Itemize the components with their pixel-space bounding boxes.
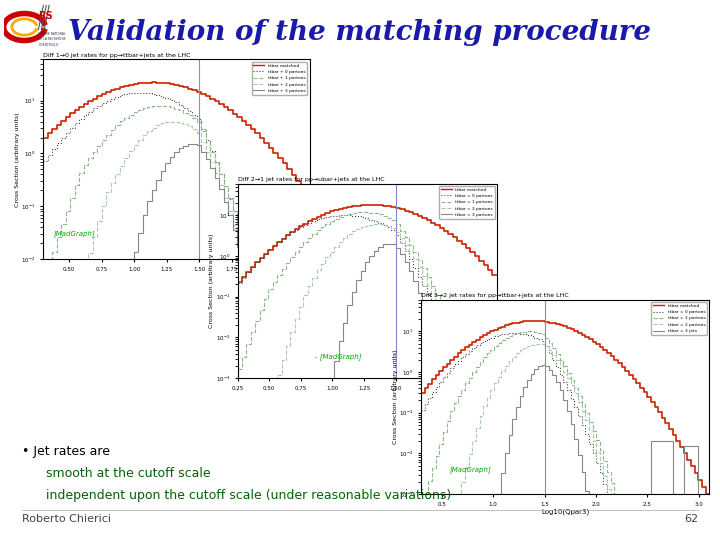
ttbar + 3 partons	[93, 444, 102, 451]
ttbar + 0 partons	[301, 453, 310, 459]
ttbar + 2 partons	[71, 322, 79, 328]
ttbar + 3 partons	[246, 279, 255, 286]
Y-axis label: Cross Section (arbitrary units): Cross Section (arbitrary units)	[393, 350, 397, 444]
Text: smooth at the cutoff scale: smooth at the cutoff scale	[22, 467, 210, 480]
ttbar + 2 partons	[251, 285, 260, 291]
ttbar + 3 partons	[224, 212, 233, 219]
Text: [MadGraph]: [MadGraph]	[450, 466, 492, 472]
ttbar + 1 partons	[305, 472, 314, 478]
Y-axis label: Cross Section (arbitrary units): Cross Section (arbitrary units)	[210, 233, 214, 328]
ttbar + 0 partons	[251, 261, 260, 268]
Text: Diff 1→0 jet rates for pp→ttbar+jets at the LHC: Diff 1→0 jet rates for pp→ttbar+jets at …	[43, 52, 191, 58]
ttbar + 1 partons	[93, 142, 102, 149]
Line: ttbar matched: ttbar matched	[43, 83, 310, 194]
ttbar + 2 partons	[39, 451, 48, 457]
X-axis label: Log10(Qpar3): Log10(Qpar3)	[541, 508, 590, 515]
ttbar + 0 partons	[224, 195, 233, 201]
Line: ttbar + 1 partons: ttbar + 1 partons	[43, 106, 310, 475]
Text: DE LA RECHERCHE: DE LA RECHERCHE	[38, 37, 66, 42]
Text: - [MadGraph]: - [MadGraph]	[315, 354, 362, 360]
Text: Validation of the matching procedure: Validation of the matching procedure	[68, 19, 652, 46]
Legend: ttbar matched, ttbar + 0 partons, ttbar + 1 partons, ttbar + 2 partons, ttbar + : ttbar matched, ttbar + 0 partons, ttbar …	[251, 62, 307, 94]
ttbar + 2 partons	[301, 539, 310, 540]
Legend: ttbar matched, ttbar = 0 partons, ttbar = 1 partons, ttbar = 2 partons, ttbar = : ttbar matched, ttbar = 0 partons, ttbar …	[651, 302, 707, 335]
ttbar + 0 partons	[305, 453, 314, 459]
ttbar + 2 partons	[93, 218, 102, 224]
Legend: ttbar matched, ttbar = 0 partons, ttbar = 1 partons, ttbar = 2 partons, ttbar = : ttbar matched, ttbar = 0 partons, ttbar …	[438, 186, 495, 219]
Text: independent upon the cutoff scale (under reasonable variations): independent upon the cutoff scale (under…	[22, 489, 451, 502]
ttbar matched	[71, 110, 79, 117]
ttbar + 2 partons	[305, 539, 314, 540]
Text: [MadGraph]: [MadGraph]	[54, 230, 96, 237]
ttbar matched	[305, 191, 314, 197]
Line: ttbar + 3 partons: ttbar + 3 partons	[43, 144, 310, 540]
ttbar + 2 partons	[246, 268, 255, 274]
ttbar matched	[39, 134, 48, 141]
ttbar matched	[224, 107, 233, 113]
Line: ttbar + 2 partons: ttbar + 2 partons	[43, 122, 310, 540]
ttbar + 3 partons	[188, 141, 197, 147]
ttbar matched	[301, 191, 310, 197]
ttbar + 1 partons	[152, 103, 161, 109]
ttbar + 1 partons	[246, 249, 255, 255]
ttbar matched	[93, 93, 102, 99]
ttbar + 3 partons	[251, 299, 260, 306]
ttbar + 0 partons	[246, 248, 255, 254]
ttbar matched	[251, 126, 260, 132]
Text: Roberto Chierici: Roberto Chierici	[22, 514, 111, 524]
ttbar + 0 partons	[71, 125, 79, 131]
ttbar + 2 partons	[224, 208, 233, 214]
Text: • Jet rates are: • Jet rates are	[22, 446, 109, 458]
Text: 62: 62	[684, 514, 698, 524]
ttbar + 0 partons	[134, 90, 143, 96]
ttbar matched	[129, 80, 138, 87]
Text: Diff 3→2 jet rates for pp→ttbar+jets at the LHC: Diff 3→2 jet rates for pp→ttbar+jets at …	[421, 293, 569, 298]
ttbar + 1 partons	[39, 278, 48, 285]
ttbar + 0 partons	[39, 158, 48, 165]
Text: RS: RS	[38, 11, 53, 21]
Text: Diff 2→1 jet rates for pp→ubar+jets at the LHC: Diff 2→1 jet rates for pp→ubar+jets at t…	[238, 177, 384, 182]
ttbar + 3 partons	[129, 249, 138, 255]
ttbar + 0 partons	[129, 90, 138, 96]
ttbar matched	[246, 122, 255, 128]
ttbar + 2 partons	[129, 142, 138, 149]
Text: CENTRE NATIONAL: CENTRE NATIONAL	[38, 32, 66, 36]
ttbar + 1 partons	[71, 194, 79, 201]
ttbar + 1 partons	[224, 195, 233, 202]
ttbar + 0 partons	[93, 102, 102, 109]
Y-axis label: Cross Section (arbitrary units): Cross Section (arbitrary units)	[15, 112, 19, 206]
ttbar + 1 partons	[129, 109, 138, 116]
ttbar matched	[148, 79, 156, 86]
ttbar + 2 partons	[166, 118, 174, 125]
Text: SCIENTIFIQUE: SCIENTIFIQUE	[38, 43, 59, 47]
Line: ttbar + 0 partons: ttbar + 0 partons	[43, 93, 310, 456]
ttbar + 1 partons	[301, 472, 310, 478]
ttbar + 1 partons	[251, 264, 260, 270]
